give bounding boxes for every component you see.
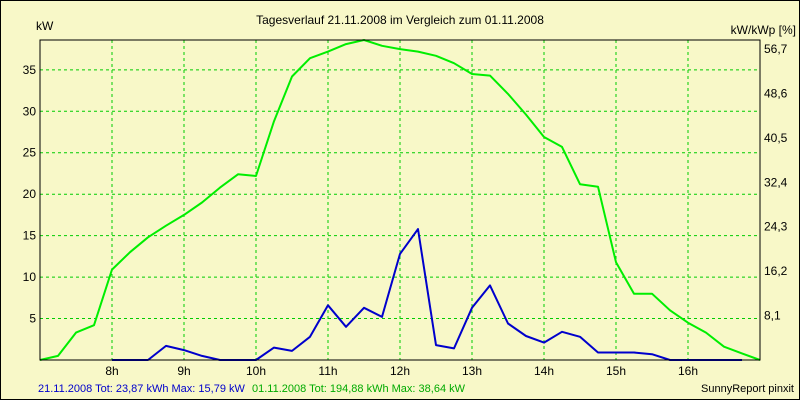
y-tick-label-left: 10 [23,270,37,284]
y-tick-label-right: 32,4 [764,175,788,189]
y-tick-label-left: 30 [23,104,37,118]
footer-series2-info: 01.11.2008 Tot: 194,88 kWh Max: 38,64 kW [252,383,465,395]
y-tick-label-left: 20 [23,187,37,201]
x-tick-label: 14h [534,364,554,378]
x-tick-label: 10h [246,364,266,378]
x-tick-label: 11h [318,364,337,378]
grid [40,40,760,360]
y-axis-label-left: kW [36,19,54,33]
y-tick-label-right: 40,5 [764,131,788,145]
tick-labels: 8h 9h 10h 11h 12h 13h 14h 15h 16h 5 10 15 20 25 30 35 8,… [23,42,788,378]
footer-series1-info: 21.11.2008 Tot: 23,87 kWh Max: 15,79 kW [38,383,245,395]
y-tick-label-left: 5 [29,312,36,326]
x-tick-label: 8h [105,364,118,378]
footer-brand: SunnyReport pinxit [701,383,794,395]
chart-title: Tagesverlauf 21.11.2008 im Vergleich zum… [256,13,544,27]
y-tick-label-left: 35 [23,63,37,77]
x-tick-label: 12h [390,364,410,378]
y-tick-label-right: 16,2 [764,264,788,278]
x-tick-label: 15h [606,364,626,378]
x-tick-label: 9h [177,364,190,378]
x-tick-label: 13h [462,364,482,378]
x-tick-label: 16h [678,364,698,378]
y-tick-label-left: 25 [23,146,37,160]
y-tick-label-right: 48,6 [764,86,788,100]
y-tick-label-right: 8,1 [764,309,781,323]
y-tick-label-right: 24,3 [764,220,788,234]
y-tick-label-right: 56,7 [764,42,788,56]
y-tick-label-left: 15 [23,229,37,243]
plot-border [39,39,761,361]
series-line-2 [39,39,761,361]
y-axis-label-right: kW/kWp [%] [731,23,796,37]
